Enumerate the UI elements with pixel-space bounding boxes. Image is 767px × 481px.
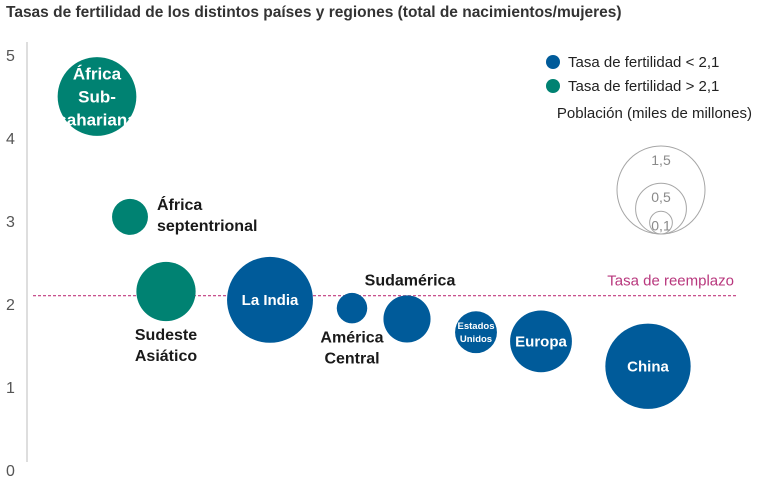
bubble-label: Sub- <box>78 87 116 106</box>
bubble <box>605 323 691 409</box>
bubble <box>510 310 572 373</box>
bubble-label: Sudamérica <box>365 272 456 289</box>
bubble-label: Europa <box>515 334 567 351</box>
legend-size-label: 0,1 <box>651 217 671 233</box>
y-tick-label: 5 <box>6 48 15 65</box>
bubble <box>227 256 313 343</box>
bubble <box>336 292 368 324</box>
legend: Tasa de fertilidad < 2,1 Tasa de fertilid… <box>546 54 752 235</box>
y-tick-label: 4 <box>6 131 15 148</box>
y-tick-label: 1 <box>6 380 15 397</box>
bubble-label: Asiático <box>135 348 197 365</box>
legend-marker-below <box>546 55 560 69</box>
bubble <box>136 261 196 322</box>
y-tick-label: 2 <box>6 297 15 314</box>
bubble-label: África <box>157 195 202 214</box>
y-tick-label: 0 <box>6 463 15 480</box>
bubble-label: Estados <box>458 321 495 332</box>
bubble-label: septentrional <box>157 218 257 235</box>
legend-marker-above <box>546 79 560 93</box>
chart-title: Tasas de fertilidad de los distintos paí… <box>6 4 622 21</box>
bubble <box>112 198 148 235</box>
legend-size-label: 1,5 <box>651 152 671 168</box>
bubble-label: La India <box>242 292 299 309</box>
legend-size-circle <box>649 210 673 235</box>
legend-label-below: Tasa de fertilidad < 2,1 <box>568 54 719 71</box>
bubble-label: sahariana <box>57 110 137 129</box>
bubble-label: Unidos <box>460 334 492 345</box>
legend-size-label: 0,5 <box>651 189 671 205</box>
bubble-label: Sudeste <box>135 327 197 344</box>
bubble-label: China <box>627 359 669 376</box>
bubbles: África Sub-sahariana África septentrional Su… <box>57 57 691 409</box>
bubble <box>383 295 431 343</box>
bubble <box>57 57 137 136</box>
legend-label-above: Tasa de fertilidad > 2,1 <box>568 78 719 95</box>
bubble-label: Central <box>324 350 379 367</box>
bubble <box>455 311 497 354</box>
legend-size-title: Población (miles de millones) <box>557 105 752 122</box>
reference-line-label: Tasa de reemplazo <box>607 273 734 290</box>
y-axis: 0 1 2 3 4 5 <box>6 42 28 480</box>
bubble-label: América <box>320 329 383 346</box>
bubble-label: África <box>73 65 122 84</box>
y-tick-label: 3 <box>6 214 15 231</box>
